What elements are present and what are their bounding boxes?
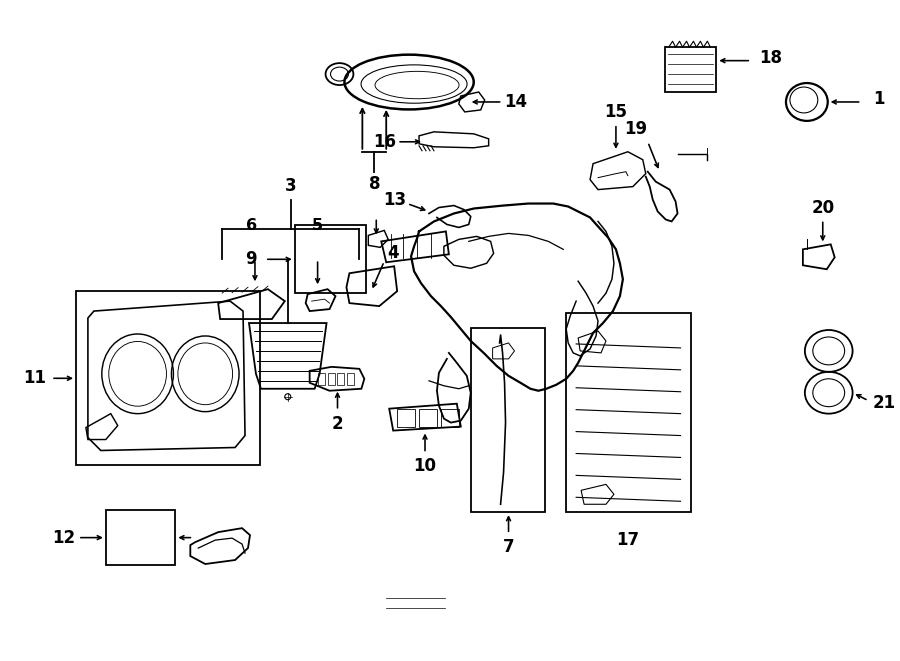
- Text: 17: 17: [616, 531, 639, 549]
- Text: 21: 21: [873, 394, 896, 412]
- Text: 20: 20: [811, 198, 834, 217]
- Text: 10: 10: [413, 457, 436, 475]
- Text: 15: 15: [605, 103, 627, 121]
- Bar: [294, 225, 366, 293]
- Text: 14: 14: [504, 93, 527, 111]
- Text: 1: 1: [873, 90, 884, 108]
- Text: 16: 16: [373, 133, 396, 151]
- Bar: [419, 408, 436, 426]
- Bar: [328, 373, 335, 385]
- Text: 6: 6: [247, 218, 257, 233]
- Text: 11: 11: [22, 369, 46, 387]
- Bar: [397, 408, 415, 426]
- Bar: [471, 328, 545, 512]
- Bar: [665, 47, 716, 92]
- Text: 7: 7: [503, 538, 514, 556]
- Bar: [106, 510, 176, 565]
- Bar: [338, 373, 345, 385]
- Bar: [318, 373, 325, 385]
- Text: 8: 8: [368, 175, 380, 192]
- Text: 13: 13: [383, 190, 407, 209]
- Bar: [76, 291, 260, 465]
- Bar: [347, 373, 355, 385]
- Text: 5: 5: [312, 218, 323, 233]
- Text: 19: 19: [625, 120, 647, 138]
- Bar: [566, 313, 690, 512]
- Text: 3: 3: [285, 176, 297, 194]
- Text: 12: 12: [52, 529, 76, 547]
- Text: 18: 18: [760, 49, 783, 67]
- Text: 2: 2: [332, 414, 343, 432]
- Bar: [441, 408, 459, 426]
- Text: 4: 4: [387, 245, 399, 262]
- Text: 9: 9: [245, 251, 256, 268]
